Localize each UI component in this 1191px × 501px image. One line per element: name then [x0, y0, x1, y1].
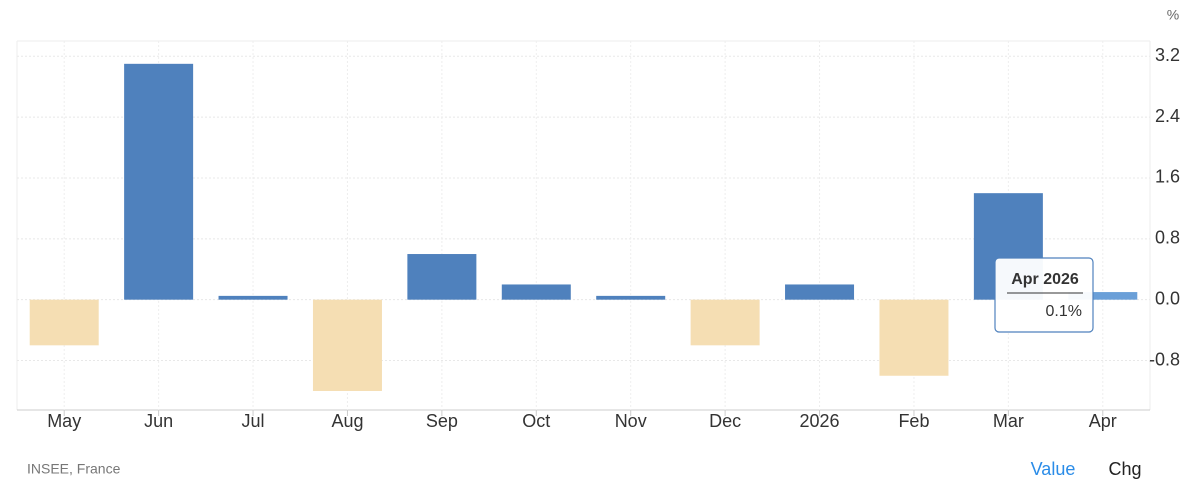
x-tick-label: Dec [709, 411, 741, 431]
tooltip-value: 0.1% [1046, 303, 1082, 320]
bar [218, 295, 288, 300]
x-tick-label: Sep [426, 411, 458, 431]
chg-button[interactable]: Chg [1108, 459, 1141, 479]
bar [690, 299, 760, 346]
bar [407, 254, 477, 300]
y-tick-label: -0.8 [1149, 349, 1180, 369]
y-tick-label: 2.4 [1155, 106, 1180, 126]
x-tick-label: Feb [898, 411, 929, 431]
unit-label: % [1167, 7, 1179, 23]
bar [312, 299, 382, 391]
x-tick-label: 2026 [800, 411, 840, 431]
bar [501, 284, 571, 300]
tooltip: Apr 2026 0.1% [994, 257, 1094, 333]
x-tick-label: May [47, 411, 81, 431]
y-tick-label: 0.0 [1155, 288, 1180, 308]
x-tick-label: Apr [1089, 411, 1117, 431]
x-tick-label: Aug [331, 411, 363, 431]
bar [596, 295, 666, 300]
x-tick-label: Oct [522, 411, 550, 431]
tooltip-box [994, 257, 1094, 333]
x-tick-label: Jul [242, 411, 265, 431]
y-tick-label: 0.8 [1155, 228, 1180, 248]
bar [1068, 292, 1138, 300]
y-tick-label: 3.2 [1155, 45, 1180, 65]
bar [29, 299, 99, 346]
y-tick-label: 1.6 [1155, 167, 1180, 187]
source: INSEE, France [27, 461, 121, 477]
bar [124, 63, 194, 300]
value-button[interactable]: Value [1031, 459, 1076, 479]
x-tick-label: Mar [993, 411, 1024, 431]
bar [785, 284, 855, 300]
bar [879, 299, 949, 376]
x-tick-label: Nov [615, 411, 647, 431]
tooltip-title: Apr 2026 [1011, 271, 1079, 288]
x-tick-label: Jun [144, 411, 173, 431]
